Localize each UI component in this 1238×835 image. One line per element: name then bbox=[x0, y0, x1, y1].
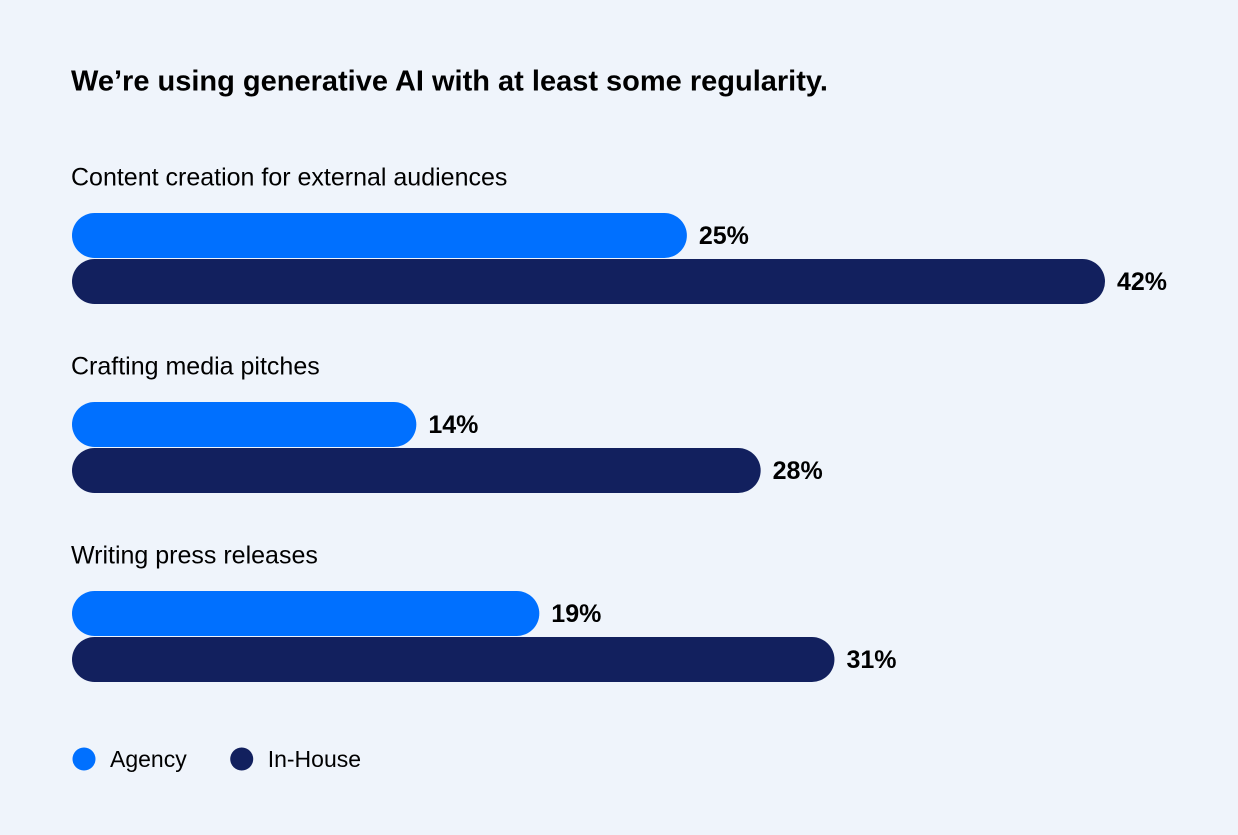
legend-label: In-House bbox=[268, 746, 361, 772]
category-label: Content creation for external audiences bbox=[71, 164, 507, 192]
chart-title: We’re using generative AI with at least … bbox=[71, 66, 828, 98]
bar bbox=[72, 448, 761, 493]
value-label: 28% bbox=[773, 457, 823, 485]
value-label: 19% bbox=[551, 600, 601, 628]
legend-label: Agency bbox=[110, 746, 187, 772]
bar bbox=[72, 402, 417, 447]
legend-swatch bbox=[230, 747, 254, 771]
value-label: 42% bbox=[1117, 268, 1167, 296]
bar bbox=[72, 637, 835, 682]
bar bbox=[72, 259, 1105, 304]
value-label: 25% bbox=[699, 222, 749, 250]
legend-swatch bbox=[72, 747, 96, 771]
category-label: Crafting media pitches bbox=[71, 353, 320, 381]
category-label: Writing press releases bbox=[71, 542, 318, 570]
bar bbox=[72, 591, 540, 636]
value-label: 31% bbox=[846, 646, 896, 674]
value-label: 14% bbox=[428, 411, 478, 439]
bar bbox=[72, 213, 687, 258]
